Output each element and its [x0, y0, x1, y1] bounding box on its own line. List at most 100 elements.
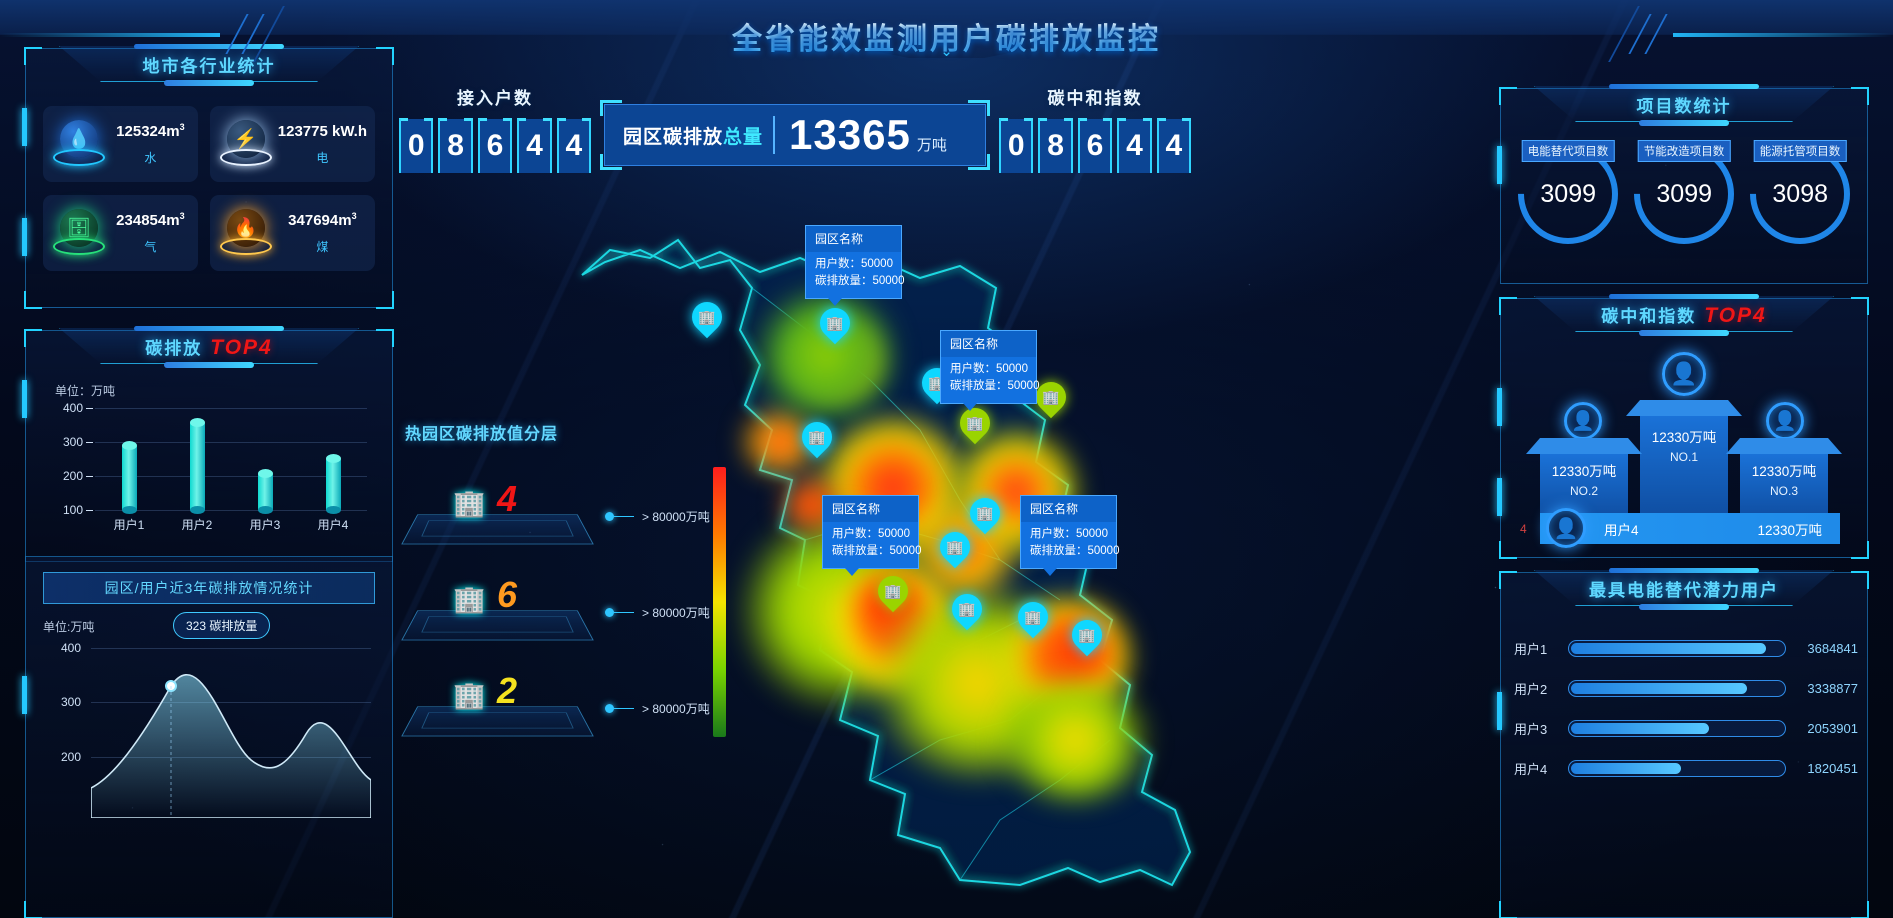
stat-card-electricity[interactable]: ⚡ 123775 kW.h 电	[209, 106, 375, 182]
total-emission-box: 园区碳排放总量 13365 万吨	[600, 100, 990, 170]
potential-row-1[interactable]: 用户1 3684841	[1514, 628, 1858, 668]
potential-name-3: 用户3	[1514, 721, 1548, 737]
project-value-2: 3099	[1656, 179, 1712, 208]
avatar-rank3[interactable]: 👤	[1766, 402, 1804, 440]
panel-carbon-top4: 碳排放 TOP4 单位：万吨 400 300 200 100 用户1 用户2 用户…	[22, 326, 394, 562]
panel-title-industry: 地市各行业统计	[142, 57, 276, 76]
edge-tick	[1497, 146, 1502, 184]
avatar-rank4: 👤	[1546, 508, 1586, 548]
podium-block-rank3[interactable]: 12330万吨 NO.3	[1740, 454, 1828, 520]
podium-row-rank4[interactable]: 4 👤 用户4 12330万吨	[1520, 508, 1840, 548]
bar-col-1[interactable]	[107, 408, 151, 515]
potential-row-2[interactable]: 用户2 3338877	[1514, 668, 1858, 708]
corner-top-left	[600, 100, 622, 116]
potential-row-4[interactable]: 用户4 1820451	[1514, 748, 1858, 788]
tooltip-line-users: 用户数：50000	[950, 363, 1028, 375]
panel-title-area: 地市各行业统计	[25, 44, 393, 92]
edge-tick	[22, 380, 27, 418]
bar-series	[95, 408, 367, 515]
title-bar-bottom	[1639, 330, 1729, 336]
map-marker-6[interactable]: 🏢	[963, 491, 1007, 538]
tooltip-title: 园区名称	[941, 331, 1036, 357]
stat-card-water[interactable]: 💧 125324m3 水	[43, 106, 198, 182]
tooltip-line-users: 用户数：50000	[832, 528, 910, 540]
digit-access-5: 4	[556, 118, 592, 173]
corner-bottom-right	[1851, 901, 1869, 918]
layer-legend-text-3: > 80000万吨	[642, 702, 710, 716]
trend-header-button[interactable]: 园区/用户近3年碳排放情况统计	[43, 572, 375, 604]
map-marker-1[interactable]: 🏢	[685, 295, 729, 342]
map-heatmap-area[interactable]: 🏢 🏢 🏢 🏢 🏢 🏢 🏢 🏢 🏢 🏢 🏢	[400, 180, 1450, 918]
stat-sup-coal: 3	[351, 211, 357, 221]
panel-industry-stats: 地市各行业统计 💧 125324m3 水 ⚡ 123775	[22, 44, 394, 309]
ytick-200: 200	[62, 469, 94, 484]
map-marker-8[interactable]: 🏢	[871, 569, 915, 616]
podium-block-rank2[interactable]: 12330万吨 NO.2	[1540, 454, 1628, 520]
project-item-1[interactable]: 电能替代项目数 3099	[1497, 123, 1639, 265]
map-marker-9[interactable]: 🏢	[945, 587, 989, 634]
panel-title-decoration	[1534, 570, 1834, 606]
chevron-down-icon: ⌄	[940, 43, 953, 60]
map-marker-11[interactable]: 🏢	[1065, 613, 1109, 660]
podium-index-rank4: 4	[1520, 521, 1527, 536]
digit-neutral-5: 4	[1156, 118, 1192, 173]
legend-dot-icon	[605, 608, 614, 617]
stat-text-water: 125324m3 水	[111, 122, 190, 166]
tooltip-line-emission: 碳排放量：50000	[815, 275, 905, 288]
layer-row-1[interactable]: 🏢 4 > 80000万吨	[401, 478, 715, 578]
electricity-ring	[219, 149, 272, 166]
stat-card-gas[interactable]: 🗄 234854m3 气	[43, 195, 198, 271]
gas-orb: 🗄	[53, 207, 105, 259]
potential-progress-track-4	[1568, 759, 1786, 777]
layer-row-3[interactable]: 🏢 2 > 80000万吨	[401, 670, 715, 770]
panel-title-area: 最具电能替代潜力用户	[1500, 568, 1868, 616]
map-marker-4[interactable]: 🏢	[795, 415, 839, 462]
corner-top-right	[1851, 87, 1869, 105]
map-marker-10[interactable]: 🏢	[1011, 595, 1055, 642]
avatar-rank1[interactable]: 👤	[1662, 352, 1706, 396]
factory-icon: 🏢	[958, 600, 976, 617]
digit-value: 8	[1047, 129, 1064, 162]
layer-row-2[interactable]: 🏢 6 > 80000万吨	[401, 574, 715, 674]
corner-top-right	[1851, 571, 1869, 589]
panel-title-accent: TOP4	[210, 336, 273, 359]
avatar-rank2[interactable]: 👤	[1564, 402, 1602, 440]
stat-label-electricity: 电	[316, 151, 329, 165]
stat-value-water: 125324m3	[111, 122, 190, 140]
map-marker-5[interactable]: 🏢	[953, 401, 997, 448]
bar-col-3[interactable]	[243, 408, 287, 514]
legend-dash	[614, 612, 634, 613]
potential-progress-fill-1	[1571, 642, 1767, 654]
page-header: 全省能效监测用户碳排放监控 ⌄	[0, 0, 1893, 62]
panel-title-text: 碳排放	[145, 339, 203, 358]
map-marker-7[interactable]: 🏢	[933, 525, 977, 572]
layer-legend-text-1: > 80000万吨	[642, 510, 710, 524]
layer-legend-1: > 80000万吨	[605, 508, 710, 525]
podium-block-rank1[interactable]: 12330万吨 NO.1	[1640, 416, 1728, 520]
project-tag-3: 能源托管项目数	[1753, 140, 1847, 162]
podium-chart: 👤 👤 👤 用户1 12330万吨 NO.1 用户3 12330万吨 NO.2 …	[1512, 350, 1856, 548]
digit-value: 4	[1165, 129, 1183, 162]
factory-icon: 🏢	[1042, 388, 1060, 405]
bar-col-2[interactable]	[175, 408, 219, 514]
legend-dot-icon	[605, 512, 614, 521]
factory-icon: 🏢	[946, 538, 964, 555]
corner-bottom-right	[1851, 541, 1869, 559]
panel-frame	[1500, 572, 1868, 918]
stat-card-coal[interactable]: 🔥 347694m3 煤	[209, 195, 375, 271]
panel-title-decoration	[1534, 86, 1834, 122]
corner-top-left	[1499, 571, 1517, 589]
heat-color-scale	[713, 467, 726, 737]
project-item-3[interactable]: 能源托管项目数 3098	[1729, 123, 1871, 265]
podium-rank-label-1: NO.1	[1669, 450, 1698, 464]
map-marker-2[interactable]: 🏢	[813, 301, 857, 348]
corner-bottom-left	[600, 154, 622, 170]
bar-col-4[interactable]	[311, 408, 355, 514]
potential-row-3[interactable]: 用户3 2053901	[1514, 708, 1858, 748]
map-marker-12[interactable]: 🏢	[1029, 375, 1073, 422]
corner-bottom-left	[24, 901, 42, 918]
project-item-2[interactable]: 节能改造项目数 3099	[1613, 123, 1755, 265]
corner-top-right	[376, 47, 394, 65]
factory-icon: 🏢	[1024, 608, 1042, 625]
podium-amount-rank1: 12330万吨	[1651, 430, 1717, 445]
